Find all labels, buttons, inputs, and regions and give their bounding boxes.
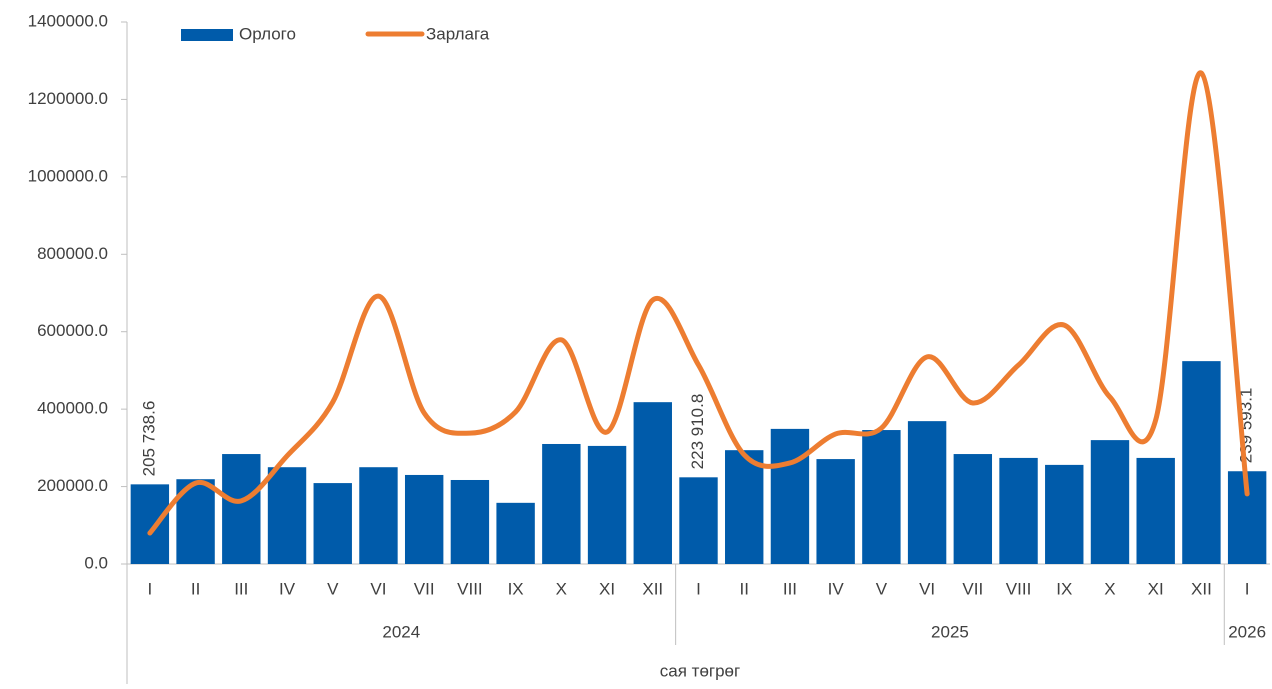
bar [222,454,261,564]
bar [1136,457,1175,564]
bar [907,421,947,564]
x-tick-label: XI [1148,579,1164,598]
x-tick-label: II [191,579,200,598]
x-tick-label: XI [599,579,615,598]
x-tick-label: XII [1191,579,1212,598]
bar [587,445,627,564]
bar [633,402,672,564]
x-tick-label: X [1104,579,1115,598]
bar [359,467,398,564]
y-tick-label: 800000.0 [37,244,108,263]
x-tick-label: I [696,579,701,598]
x-tick-label: IX [1056,579,1072,598]
bar [1045,464,1084,564]
bar [770,428,810,564]
x-tick-label: VIII [1006,579,1032,598]
y-tick-label: 0.0 [84,553,108,572]
x-tick-label: III [234,579,248,598]
y-tick-label: 600000.0 [37,321,108,340]
x-tick-label: I [147,579,152,598]
y-tick-label: 1400000.0 [28,11,108,30]
bar [1182,361,1221,564]
bar [130,484,170,564]
bar [450,479,490,564]
group-label: 2025 [931,622,969,641]
x-tick-label: I [1245,579,1250,598]
line [147,70,1250,536]
x-tick-label: IX [508,579,524,598]
data-label: 205 738.6 [139,401,158,477]
bar [542,443,581,564]
bar [1090,440,1130,564]
x-tick-label: VI [370,579,386,598]
y-tick-label: 400000.0 [37,399,108,418]
bar [267,467,307,564]
x-tick-label: III [783,579,797,598]
bar [953,454,993,564]
x-tick-label: X [556,579,567,598]
bar [816,459,855,564]
bar [862,430,901,564]
legend-swatch [181,29,233,41]
x-tick-label: VII [414,579,435,598]
x-tick-label: V [876,579,888,598]
x-tick-label: VI [919,579,935,598]
bar [404,474,444,564]
bar [313,483,352,564]
x-axis-title: сая төгрөг [660,661,740,680]
x-tick-label: II [739,579,748,598]
group-label: 2026 [1228,622,1266,641]
x-tick-label: V [327,579,339,598]
legend-label: Орлого [239,24,296,43]
bar [725,450,764,564]
x-tick-label: XII [642,579,663,598]
y-tick-label: 1200000.0 [28,89,108,108]
legend-label: Зарлага [426,24,490,43]
group-label: 2024 [382,622,420,641]
y-tick-label: 1000000.0 [28,166,108,185]
data-label: 223 910.8 [688,394,707,470]
x-tick-label: VIII [457,579,483,598]
x-tick-label: IV [279,579,296,598]
bar [679,477,718,564]
bar [999,457,1038,564]
x-tick-label: VII [962,579,983,598]
x-tick-label: IV [828,579,845,598]
bar [496,502,535,564]
y-tick-label: 200000.0 [37,476,108,495]
